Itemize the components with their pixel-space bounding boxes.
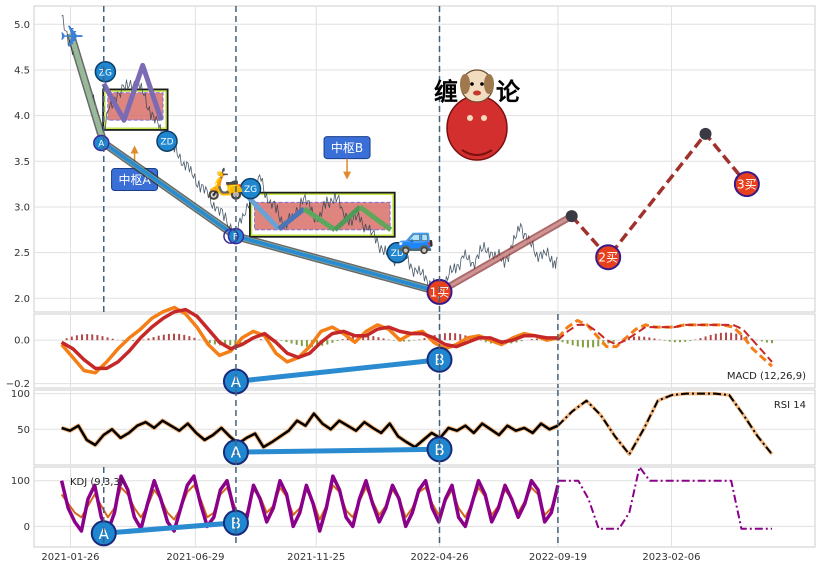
zhongshu-b-stroke (277, 206, 306, 231)
zg-badge (239, 177, 262, 200)
y-tick-label: 4.5 (14, 65, 30, 76)
macd-frame (33, 313, 816, 389)
zd-label: ZD (160, 138, 173, 148)
zhongshu-b-stroke (358, 204, 393, 232)
x-tick-label: 2022-09-19 (529, 552, 587, 563)
panel-titles: MACD (12,26,9) RSI 14 KDJ (9,3,3) (70, 371, 806, 488)
macd-title: MACD (12,26,9) (727, 371, 806, 382)
macd-dea-forecast (557, 323, 773, 363)
y-tick-label: 0.0 (14, 336, 30, 347)
point-marker-ring (223, 228, 239, 244)
kdj-divergence-label: A (99, 525, 110, 543)
axes: 2021-01-26 2021-06-29 2021-11-25 2022-04-26… (6, 20, 701, 563)
y-tick-label: 5.0 (14, 20, 30, 31)
point-marker (93, 134, 110, 152)
rsi-title: RSI 14 (774, 400, 806, 411)
zg-label: ZG (99, 68, 112, 78)
y-tick-label: 3.5 (14, 157, 30, 168)
zhongshu-b-stroke (333, 205, 362, 232)
signal-vlines (102, 6, 559, 547)
zone-box-inner (250, 193, 394, 236)
zone-box (249, 191, 396, 238)
y-tick-label: 2.0 (14, 294, 30, 305)
macd-panel: AB (60, 305, 774, 395)
kdj-divergence-line (103, 520, 237, 536)
x-tick-label: 2022-04-26 (410, 552, 468, 563)
rsi-forecast (557, 392, 773, 456)
macd-dif-line (60, 305, 559, 375)
x-tick-label: 2021-11-25 (287, 552, 345, 563)
forecast-pivot (699, 127, 712, 140)
x-tick-label: 2021-06-29 (166, 552, 224, 563)
car-icon: 🚙 (397, 221, 434, 256)
buy-label: 2买 (598, 251, 618, 265)
forecast-line (570, 131, 749, 260)
point-label: A (98, 140, 105, 150)
zone-label: 中枢B (331, 140, 363, 155)
y-tick-label: −0.2 (6, 379, 30, 390)
logo-text-left: 缠 (434, 78, 458, 106)
kdj-frame (33, 466, 816, 548)
y-tick-label: 50 (17, 425, 30, 436)
buy-label: 3买 (737, 178, 757, 192)
rsi-frame (33, 389, 816, 466)
forecast-leg-1-inner (438, 214, 573, 294)
kdj-divergence-label: B (231, 514, 241, 532)
x-tick-label: 2021-01-26 (41, 552, 99, 563)
buy-marker (733, 171, 760, 198)
price-line (61, 14, 558, 298)
zd-badge (156, 130, 178, 152)
rsi-line (61, 412, 559, 449)
zg-badge (94, 61, 117, 83)
macd-divergence-line (235, 357, 440, 384)
chan-logo: 缠 论 (434, 69, 521, 161)
macd-divergence-label: B (434, 351, 444, 369)
monk-figure (446, 69, 508, 161)
buy-label: 1买 (430, 285, 450, 299)
kdj-title: KDJ (9,3,3) (70, 477, 124, 488)
logo-text-right: 论 (496, 78, 521, 106)
macd-divergence-label: A (231, 373, 242, 391)
kdj-panel: AB (59, 466, 772, 547)
zd-badge (386, 241, 409, 264)
buy-marker (595, 244, 622, 271)
zone-arrow-head (130, 145, 139, 154)
price-frame (33, 5, 816, 313)
forecast-pivot (565, 210, 578, 223)
zhongshu-b-stroke (247, 196, 281, 231)
kdj-j-line (59, 474, 560, 533)
x-tick-label: 2023-02-06 (642, 552, 700, 563)
rsi-divergence-line (235, 446, 440, 455)
zd-label: ZD (391, 249, 404, 259)
y-tick-label: 100 (11, 389, 30, 400)
y-tick-label: 2.5 (14, 248, 30, 259)
zhongshu-b-stroke (302, 206, 337, 232)
zone-label: 中枢A (118, 172, 151, 187)
y-tick-label: 3.0 (14, 202, 30, 213)
zhongshu-a-stroke (101, 62, 164, 123)
macd-dea-line (60, 307, 558, 371)
y-tick-label: 0 (24, 522, 30, 533)
rsi-divergence-label: B (434, 441, 444, 459)
zone-arrow-head (343, 171, 352, 180)
airplane-icon: ✈ (60, 20, 85, 55)
price-panel: 中枢A中枢BZGZDZGZDAB1买2买3买✈🛵🚙 (60, 14, 760, 305)
y-tick-label: 100 (11, 476, 30, 487)
y-tick-label: 4.0 (14, 111, 30, 122)
scooter-icon: 🛵 (207, 166, 244, 201)
zg-label: ZG (244, 185, 257, 195)
